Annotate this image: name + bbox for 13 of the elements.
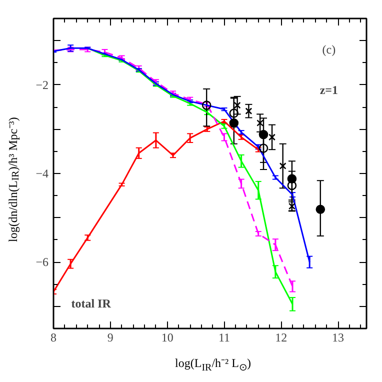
- y-tick-label: −2: [36, 78, 49, 92]
- x-axis-title: log(L$_{IR}$/h⁻² L$_{⊙}$): [175, 355, 251, 376]
- y-tick-label: −4: [36, 166, 49, 180]
- x-tick-label: 9: [107, 330, 114, 344]
- x-tick-label: 13: [332, 330, 344, 344]
- x-tick-label: 8: [50, 330, 56, 344]
- x-tick-label: 10: [161, 330, 174, 344]
- x-tick-label: 11: [218, 330, 230, 344]
- x-tick-label: 12: [275, 330, 288, 344]
- annotation: z=1: [320, 82, 338, 97]
- annotation: total IR: [71, 296, 112, 311]
- annotation: (c): [322, 42, 336, 56]
- y-tick-label: −6: [36, 255, 49, 270]
